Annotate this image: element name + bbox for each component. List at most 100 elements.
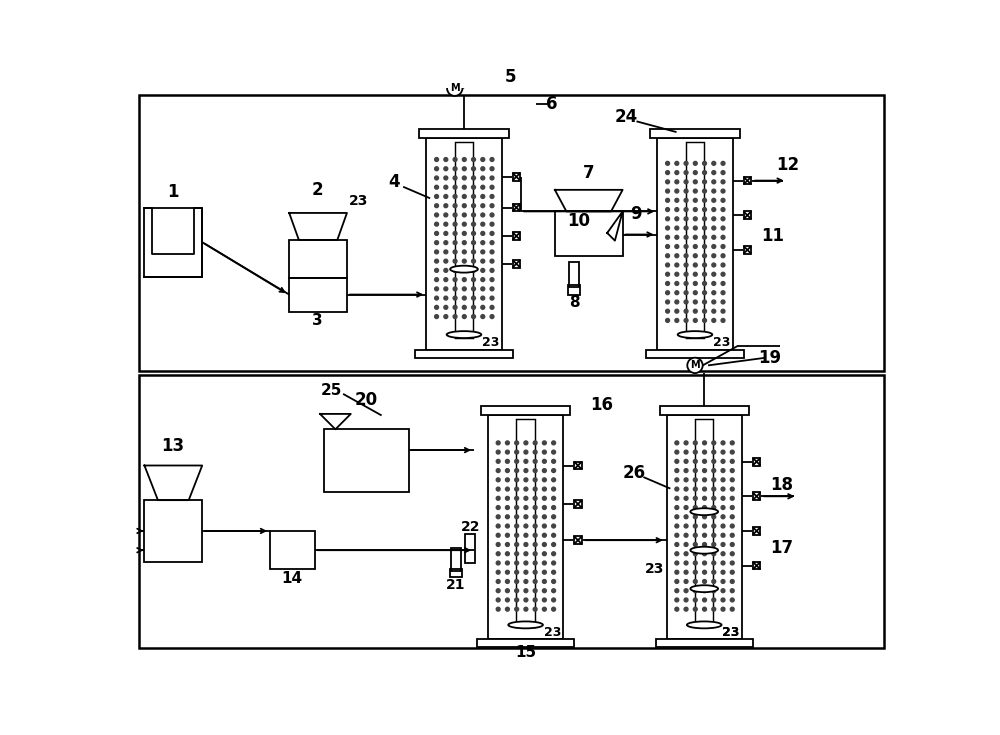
Circle shape	[721, 300, 725, 304]
Circle shape	[505, 506, 509, 509]
Circle shape	[472, 250, 475, 254]
Circle shape	[515, 579, 519, 584]
Circle shape	[712, 552, 716, 556]
Circle shape	[693, 309, 697, 313]
Bar	[289, 279, 347, 312]
Circle shape	[505, 579, 509, 584]
Circle shape	[693, 291, 697, 295]
Circle shape	[693, 607, 697, 611]
Circle shape	[515, 514, 519, 519]
Circle shape	[542, 514, 546, 519]
Text: 20: 20	[355, 391, 378, 409]
Circle shape	[472, 241, 475, 245]
Circle shape	[533, 441, 537, 445]
Circle shape	[684, 524, 688, 528]
Circle shape	[721, 282, 725, 285]
Circle shape	[712, 441, 716, 445]
Circle shape	[730, 459, 734, 463]
Circle shape	[462, 204, 466, 207]
Circle shape	[435, 185, 439, 189]
Circle shape	[675, 318, 679, 323]
Circle shape	[666, 309, 670, 313]
Circle shape	[515, 524, 519, 528]
Circle shape	[693, 171, 697, 174]
Text: 11: 11	[761, 227, 784, 245]
Ellipse shape	[450, 265, 478, 273]
Circle shape	[496, 607, 500, 611]
Circle shape	[481, 222, 485, 226]
Circle shape	[435, 176, 439, 180]
Circle shape	[712, 506, 716, 509]
Circle shape	[730, 524, 734, 528]
Circle shape	[496, 570, 500, 574]
Circle shape	[693, 198, 697, 202]
Circle shape	[712, 487, 716, 491]
Circle shape	[721, 180, 725, 184]
Circle shape	[462, 315, 466, 318]
Circle shape	[435, 296, 439, 300]
Bar	[753, 458, 760, 465]
Bar	[419, 129, 509, 138]
Bar	[744, 246, 751, 254]
Bar	[555, 212, 623, 256]
Circle shape	[552, 561, 556, 565]
Circle shape	[666, 318, 670, 323]
Circle shape	[721, 309, 725, 313]
Circle shape	[703, 441, 706, 445]
Circle shape	[533, 542, 537, 546]
Circle shape	[453, 268, 457, 272]
Circle shape	[712, 309, 716, 313]
Bar	[666, 415, 742, 639]
Circle shape	[675, 450, 679, 454]
Text: 21: 21	[446, 578, 465, 592]
Circle shape	[496, 450, 500, 454]
Circle shape	[666, 171, 670, 174]
Circle shape	[435, 259, 439, 263]
Circle shape	[496, 487, 500, 491]
Circle shape	[675, 441, 679, 445]
Circle shape	[693, 598, 697, 602]
Circle shape	[524, 459, 528, 463]
Circle shape	[552, 496, 556, 501]
Circle shape	[472, 185, 475, 189]
Circle shape	[684, 291, 688, 295]
Circle shape	[693, 180, 697, 184]
Circle shape	[703, 607, 706, 611]
Circle shape	[675, 226, 679, 230]
Circle shape	[496, 542, 500, 546]
Circle shape	[703, 570, 706, 574]
Bar	[289, 240, 347, 279]
Text: 7: 7	[583, 164, 595, 182]
Circle shape	[721, 441, 725, 445]
Circle shape	[453, 250, 457, 254]
Bar	[270, 531, 315, 570]
Circle shape	[703, 291, 706, 295]
Circle shape	[453, 306, 457, 309]
Circle shape	[675, 235, 679, 239]
Circle shape	[675, 162, 679, 165]
Circle shape	[684, 478, 688, 481]
Circle shape	[684, 309, 688, 313]
Circle shape	[721, 561, 725, 565]
Circle shape	[712, 570, 716, 574]
Circle shape	[505, 570, 509, 574]
Circle shape	[481, 232, 485, 235]
Circle shape	[490, 315, 494, 318]
Circle shape	[721, 506, 725, 509]
Circle shape	[472, 296, 475, 300]
Circle shape	[444, 213, 448, 217]
Circle shape	[472, 167, 475, 171]
Circle shape	[515, 561, 519, 565]
Circle shape	[693, 459, 697, 463]
Circle shape	[542, 459, 546, 463]
Circle shape	[712, 607, 716, 611]
Circle shape	[444, 259, 448, 263]
Circle shape	[693, 441, 697, 445]
Text: 1: 1	[167, 183, 179, 201]
Circle shape	[552, 469, 556, 473]
Circle shape	[693, 207, 697, 212]
Circle shape	[721, 589, 725, 592]
Circle shape	[721, 579, 725, 584]
Text: 14: 14	[282, 571, 303, 587]
Circle shape	[693, 542, 697, 546]
